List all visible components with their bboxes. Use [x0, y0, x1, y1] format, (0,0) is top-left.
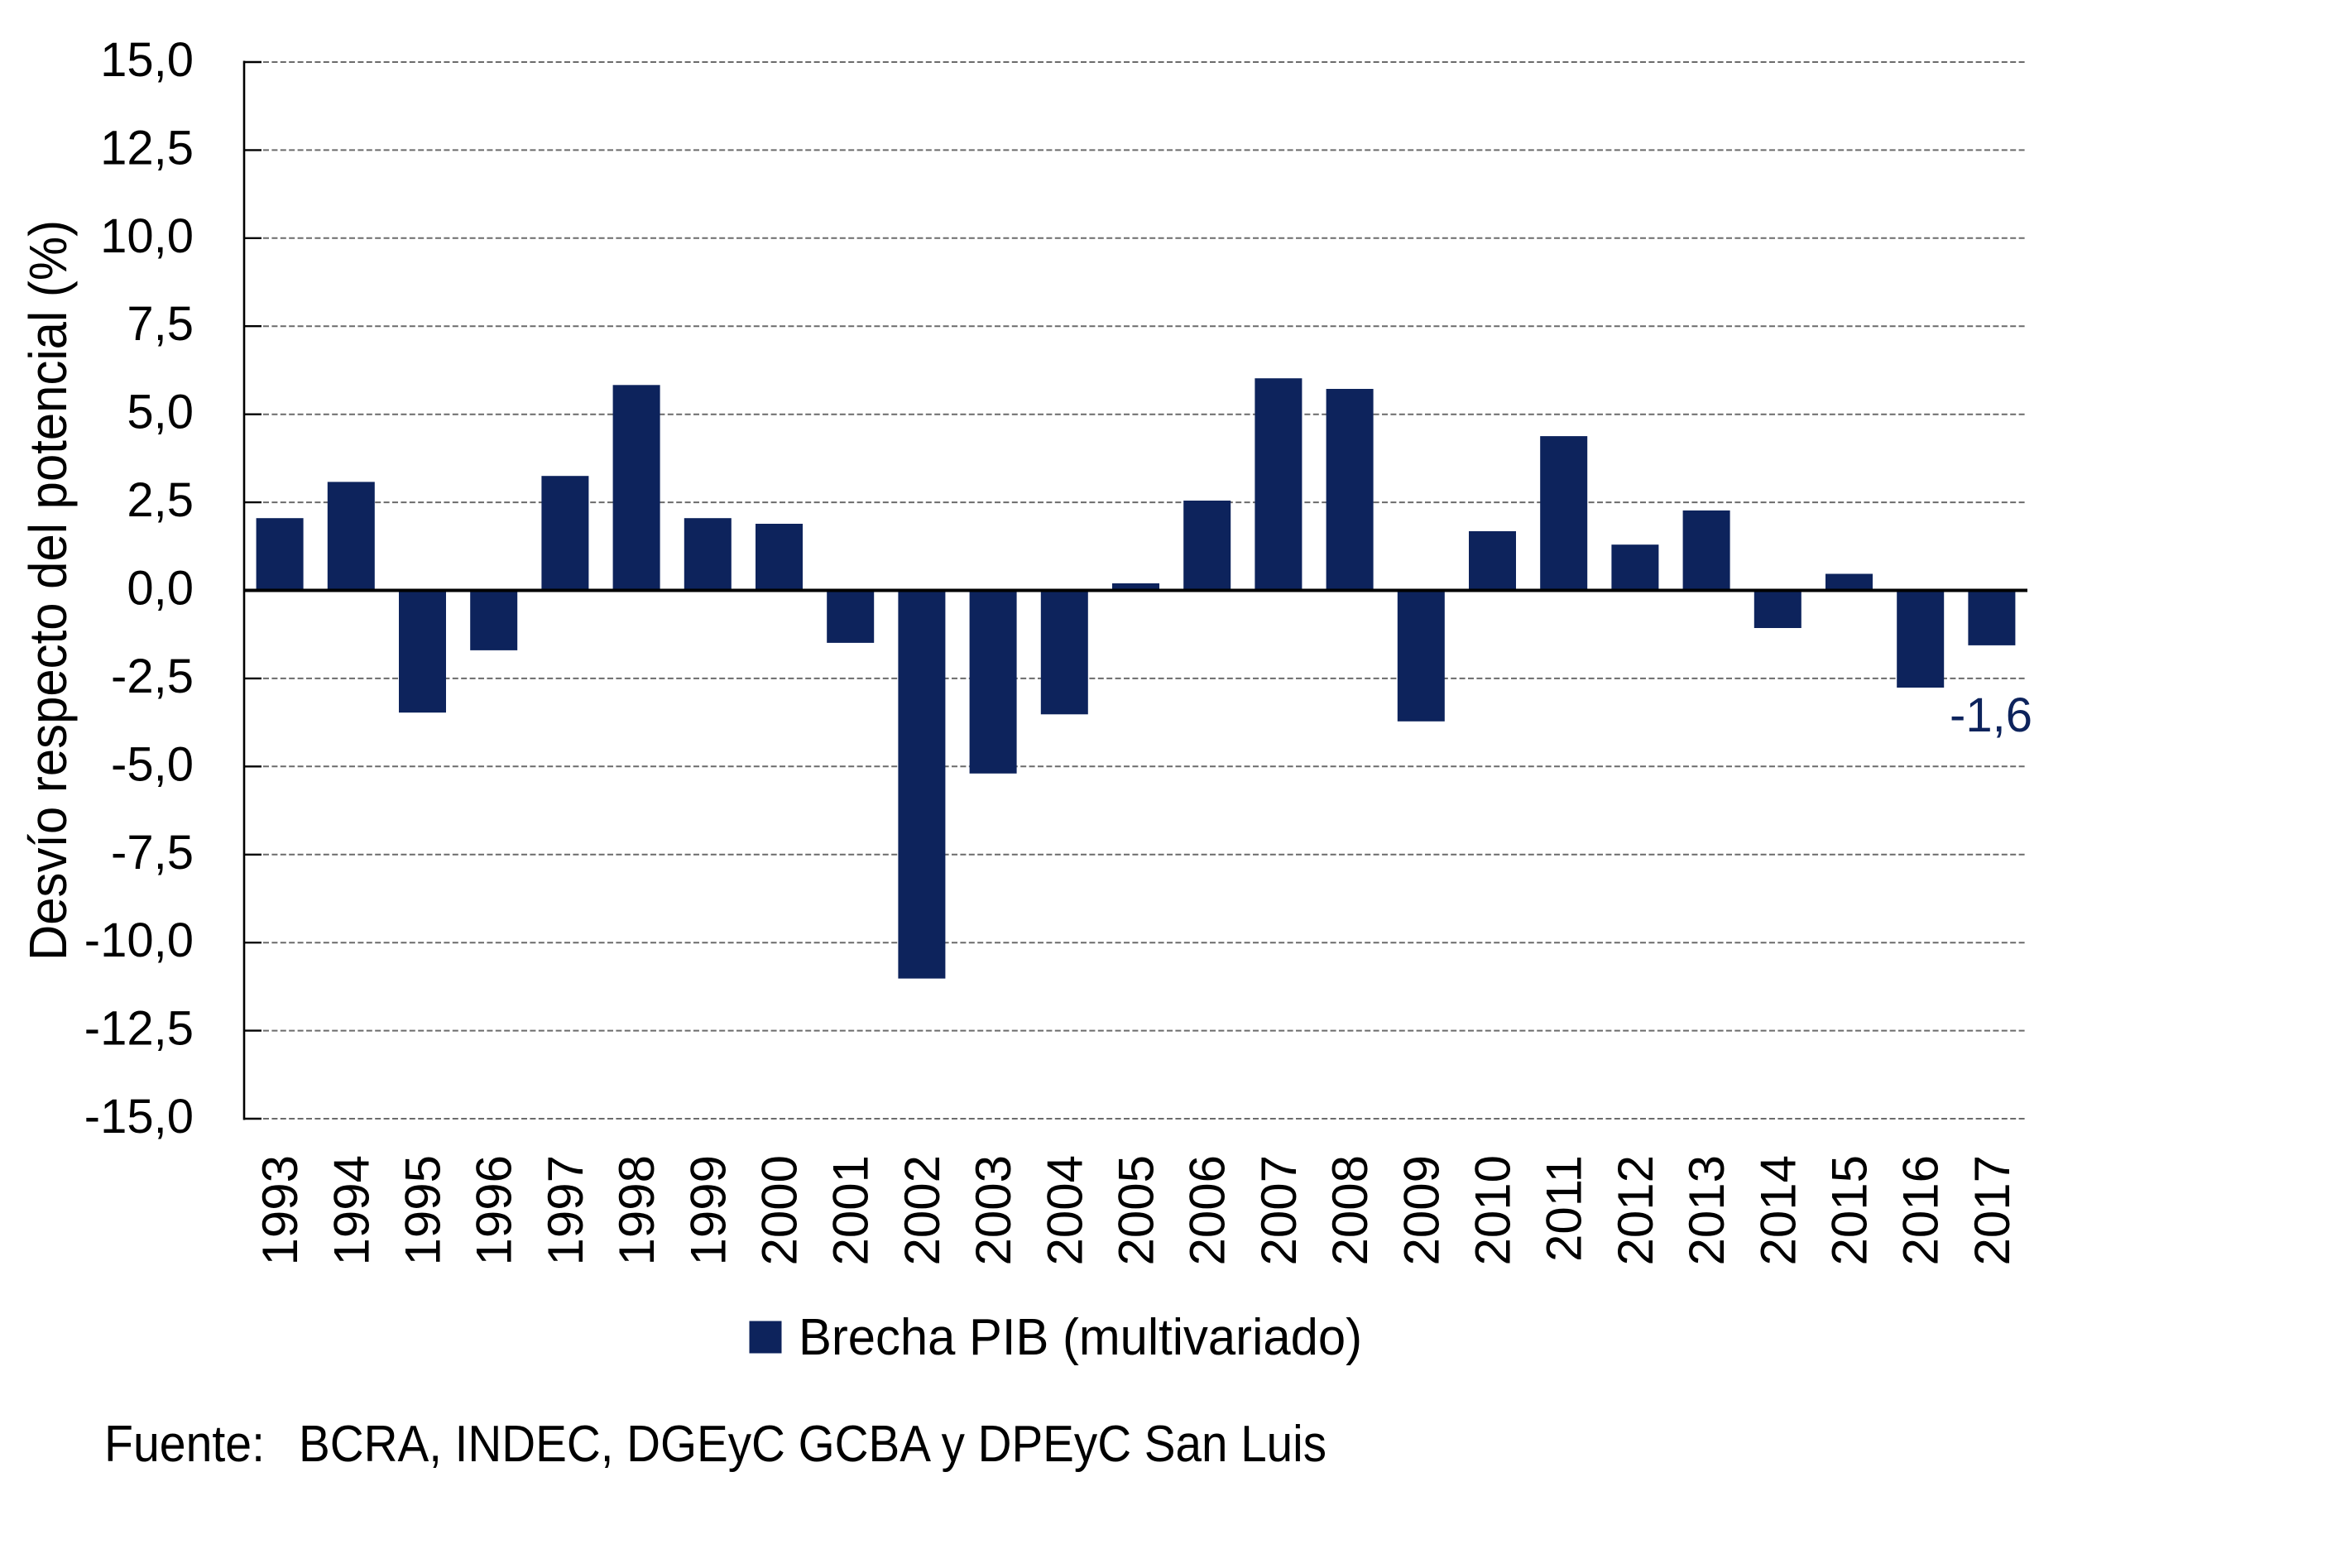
svg-text:1996: 1996: [467, 1155, 522, 1265]
svg-text:-2,5: -2,5: [111, 650, 194, 703]
svg-text:1994: 1994: [324, 1155, 379, 1265]
svg-text:1999: 1999: [680, 1155, 736, 1265]
svg-text:Brecha PIB (multivariado): Brecha PIB (multivariado): [799, 1309, 1362, 1366]
svg-text:-5,0: -5,0: [111, 737, 194, 791]
svg-text:5,0: 5,0: [127, 386, 194, 439]
svg-text:BCRA, INDEC, DGEyC GCBA y DPEy: BCRA, INDEC, DGEyC GCBA y DPEyC San Luis: [299, 1416, 1327, 1473]
svg-text:2005: 2005: [1109, 1155, 1164, 1265]
svg-text:2011: 2011: [1537, 1155, 1592, 1262]
svg-text:2004: 2004: [1037, 1155, 1092, 1265]
svg-text:2012: 2012: [1608, 1155, 1663, 1265]
svg-text:1997: 1997: [538, 1155, 593, 1265]
svg-text:2010: 2010: [1466, 1155, 1521, 1265]
svg-text:-10,0: -10,0: [84, 913, 194, 967]
svg-text:2013: 2013: [1679, 1155, 1734, 1265]
svg-text:2009: 2009: [1394, 1155, 1449, 1265]
svg-text:2003: 2003: [966, 1155, 1021, 1265]
svg-text:Desvío respecto del potencial: Desvío respecto del potencial (%): [18, 220, 78, 961]
svg-text:-15,0: -15,0: [84, 1090, 194, 1144]
svg-text:Fuente:: Fuente:: [104, 1416, 265, 1473]
svg-text:7,5: 7,5: [127, 297, 194, 351]
svg-text:2000: 2000: [752, 1155, 808, 1265]
svg-text:2002: 2002: [895, 1155, 950, 1265]
svg-text:-1,6: -1,6: [1950, 688, 2032, 742]
svg-text:2017: 2017: [1965, 1155, 2020, 1265]
svg-text:-12,5: -12,5: [84, 1002, 194, 1056]
svg-text:0,0: 0,0: [127, 562, 194, 616]
svg-text:2001: 2001: [823, 1155, 879, 1265]
svg-text:2014: 2014: [1750, 1155, 1806, 1265]
svg-text:2016: 2016: [1893, 1155, 1949, 1265]
svg-text:1998: 1998: [609, 1155, 664, 1265]
svg-text:2015: 2015: [1822, 1155, 1878, 1265]
svg-text:12,5: 12,5: [100, 121, 194, 175]
svg-text:-7,5: -7,5: [111, 826, 194, 880]
svg-text:10,0: 10,0: [100, 209, 194, 263]
svg-text:2008: 2008: [1322, 1155, 1378, 1265]
svg-text:2007: 2007: [1251, 1155, 1307, 1265]
svg-text:2006: 2006: [1180, 1155, 1235, 1265]
svg-text:1993: 1993: [252, 1155, 308, 1265]
svg-text:2,5: 2,5: [127, 473, 194, 527]
svg-text:1995: 1995: [396, 1155, 451, 1265]
svg-text:15,0: 15,0: [100, 33, 194, 87]
